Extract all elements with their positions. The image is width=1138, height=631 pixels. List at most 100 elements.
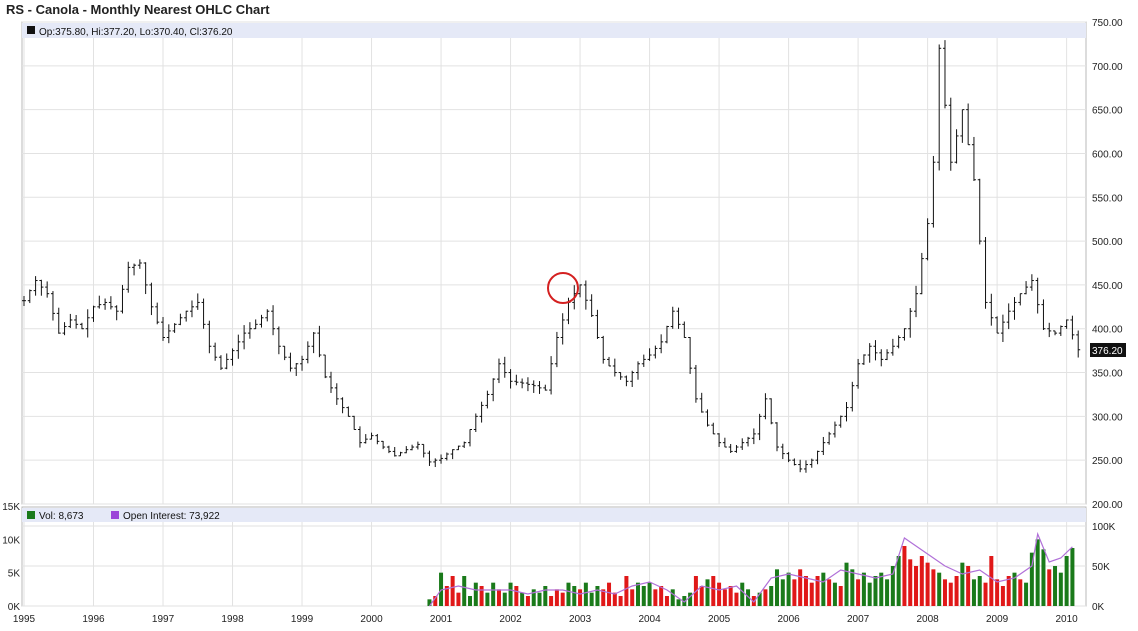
- volume-bar: [919, 556, 924, 606]
- ohlc-bar: [328, 371, 333, 393]
- volume-bar: [462, 576, 467, 606]
- ohlc-bar: [809, 458, 814, 468]
- volume-bar: [630, 589, 635, 606]
- volume-bar: [688, 592, 693, 606]
- volume-bar: [525, 596, 530, 606]
- ohlc-bar: [827, 431, 832, 445]
- ohlc-bar: [525, 377, 530, 392]
- volume-tick-label: 10K: [2, 535, 20, 546]
- volume-bar: [676, 599, 681, 606]
- price-tick-label: 700.00: [1092, 62, 1123, 73]
- volume-bar: [844, 562, 849, 606]
- ohlc-bar: [39, 279, 44, 296]
- ohlc-bar: [769, 398, 774, 425]
- ohlc-bar: [166, 324, 171, 344]
- ohlc-bar: [311, 332, 316, 354]
- ohlc-bar: [184, 310, 189, 322]
- ohlc-bar: [473, 413, 478, 432]
- ohlc-bar: [850, 381, 855, 412]
- volume-bar: [624, 576, 629, 606]
- volume-bar: [601, 589, 606, 606]
- ohlc-bar: [45, 281, 50, 298]
- chart-title: RS - Canola - Monthly Nearest OHLC Chart: [6, 2, 270, 17]
- price-axis: 200.00 250.00 300.00 350.00 400.00 450.00 500.…: [1092, 18, 1123, 511]
- ohlc-bar: [890, 338, 895, 356]
- ohlc-bar: [1029, 274, 1034, 291]
- volume-bar: [682, 596, 687, 606]
- volume-bar: [728, 586, 733, 606]
- volume-bar: [1035, 539, 1040, 606]
- price-tick-label: 300.00: [1092, 412, 1123, 423]
- volume-bar: [711, 576, 716, 606]
- volume-bar: [989, 556, 994, 606]
- ohlc-bar: [195, 293, 200, 310]
- price-tick-label: 600.00: [1092, 149, 1123, 160]
- ohlc-bar: [79, 322, 84, 330]
- ohlc-bar: [323, 354, 328, 379]
- ohlc-bar: [746, 436, 751, 447]
- ohlc-bar: [1058, 325, 1063, 336]
- volume-bar: [809, 582, 814, 606]
- price-tick-label: 550.00: [1092, 193, 1123, 204]
- ohlc-bar: [775, 422, 780, 452]
- ohlc-bar: [502, 356, 507, 378]
- volume-bar: [821, 572, 826, 606]
- volume-bar: [769, 586, 774, 606]
- price-tick-label: 350.00: [1092, 369, 1123, 380]
- ohlc-bar: [56, 307, 61, 334]
- ohlc-bar: [218, 355, 223, 371]
- volume-bar: [560, 592, 565, 606]
- ohlc-bar: [728, 443, 733, 454]
- volume-bar: [838, 586, 843, 606]
- ohlc-bar: [867, 343, 872, 363]
- ohlc-bar: [132, 263, 137, 276]
- ohlc-bar: [468, 429, 473, 447]
- ohlc-bar: [317, 325, 322, 358]
- volume-bar: [595, 586, 600, 606]
- ohlc-bar: [276, 326, 281, 355]
- ohlc-bar: [954, 129, 959, 164]
- last-price-label: 376.20: [1092, 346, 1123, 357]
- ohlc-bar: [357, 426, 362, 448]
- ohlc-bar: [439, 454, 444, 464]
- ohlc-bar: [143, 262, 148, 295]
- time-axis: 1995 1996 1997 1998 1999 2000 2001 2002 2003 2004…: [13, 614, 1078, 625]
- ohlc-bar: [653, 345, 658, 359]
- volume-bar: [902, 546, 907, 606]
- ohlc-bar: [601, 335, 606, 364]
- volume-bar: [740, 582, 745, 606]
- volume-bar: [948, 582, 953, 606]
- volume-bar: [995, 579, 1000, 606]
- ohlc-bar: [386, 445, 391, 454]
- ohlc-bar: [294, 363, 299, 376]
- year-tick-label: 1996: [82, 614, 105, 625]
- volume-tick-label: 5K: [8, 569, 21, 580]
- volume-bar: [444, 586, 449, 606]
- price-tick-label: 200.00: [1092, 500, 1123, 511]
- volume-bar: [867, 582, 872, 606]
- ohlc-bar: [444, 452, 449, 461]
- ohlc-bar: [375, 433, 380, 445]
- volume-bar: [966, 566, 971, 606]
- volume-bar: [554, 589, 559, 606]
- ohlc-bar: [97, 295, 102, 309]
- volume-bar: [531, 589, 536, 606]
- volume-bar: [925, 562, 930, 606]
- ohlc-bar: [595, 309, 600, 339]
- last-price-tag: [1090, 343, 1126, 357]
- ohlc-bar: [937, 44, 942, 171]
- ohlc-bar: [549, 356, 554, 395]
- volume-bar: [1058, 572, 1063, 606]
- ohlc-bar: [149, 282, 154, 316]
- ohlc-bar: [780, 443, 785, 460]
- ohlc-bar: [496, 358, 501, 384]
- volume-bar: [549, 596, 554, 606]
- ohlc-bar: [612, 358, 617, 377]
- volume-bar: [896, 556, 901, 606]
- ohlc-bar: [751, 428, 756, 445]
- volume-bar: [1041, 549, 1046, 606]
- volume-bar: [937, 572, 942, 606]
- volume-bar: [520, 592, 525, 606]
- volume-bar: [456, 592, 461, 606]
- ohlc-bar: [798, 459, 803, 473]
